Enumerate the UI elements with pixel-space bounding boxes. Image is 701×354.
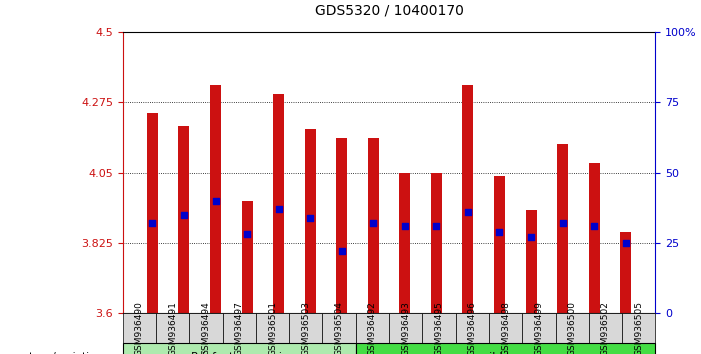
Bar (242, 201, 252, 313)
Text: GSM936504: GSM936504 (334, 301, 343, 354)
Bar (589, 163, 599, 313)
Text: wild type: wild type (480, 352, 531, 354)
Point (494, 229, 505, 234)
Point (147, 221, 158, 226)
Point (557, 221, 569, 226)
Point (241, 232, 252, 237)
Bar (179, 126, 189, 313)
Text: GSM936493: GSM936493 (401, 301, 410, 354)
Bar (494, 176, 505, 313)
Bar (400, 172, 410, 313)
Point (304, 215, 315, 221)
Bar (210, 85, 221, 313)
Text: GSM936492: GSM936492 (368, 301, 377, 354)
Point (589, 223, 600, 229)
Text: GSM936499: GSM936499 (534, 301, 543, 354)
Point (620, 240, 632, 246)
Text: Pdgf-c transgenic: Pdgf-c transgenic (191, 352, 288, 354)
Bar (431, 172, 442, 313)
Text: GDS5320 / 10400170: GDS5320 / 10400170 (315, 4, 463, 18)
Bar (620, 232, 631, 313)
Text: GSM936497: GSM936497 (235, 301, 244, 354)
Text: GSM936502: GSM936502 (601, 301, 610, 354)
Text: GSM936490: GSM936490 (135, 301, 144, 354)
Text: GSM936501: GSM936501 (268, 301, 277, 354)
Point (336, 249, 347, 254)
Text: GSM936495: GSM936495 (435, 301, 444, 354)
Bar (336, 138, 347, 313)
Text: GSM936498: GSM936498 (501, 301, 510, 354)
Point (273, 206, 284, 212)
Point (463, 209, 474, 215)
Text: GSM936496: GSM936496 (468, 301, 477, 354)
Text: genotype/variation: genotype/variation (4, 352, 102, 354)
Bar (273, 95, 284, 313)
Bar (368, 138, 379, 313)
Text: GSM936500: GSM936500 (568, 301, 577, 354)
Point (210, 198, 221, 204)
Bar (557, 144, 568, 313)
Bar (305, 129, 315, 313)
Text: GSM936491: GSM936491 (168, 301, 177, 354)
Bar (526, 210, 536, 313)
Bar (147, 113, 158, 313)
Point (178, 212, 189, 218)
Point (431, 223, 442, 229)
Text: GSM936505: GSM936505 (634, 301, 644, 354)
Point (526, 234, 537, 240)
Text: GSM936494: GSM936494 (201, 301, 210, 354)
Bar (463, 85, 473, 313)
Point (367, 221, 379, 226)
Text: GSM936503: GSM936503 (301, 301, 311, 354)
Point (400, 223, 411, 229)
